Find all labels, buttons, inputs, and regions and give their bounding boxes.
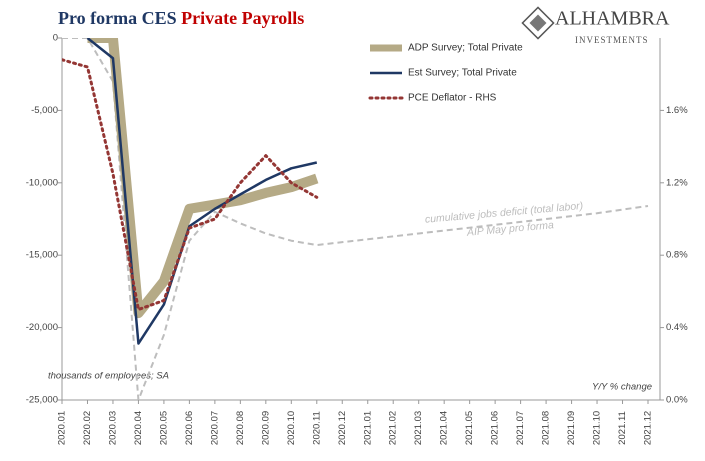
x-tick-label: 2020.05 <box>158 411 169 445</box>
y2-tick-label: 1.6% <box>666 105 688 116</box>
logo-sub: INVESTMENTS <box>575 35 649 45</box>
x-tick-label: 2021.09 <box>566 411 577 445</box>
x-tick-label: 2021.07 <box>515 411 526 445</box>
x-tick-label: 2021.10 <box>592 411 603 445</box>
y-tick-label: -10,000 <box>26 177 58 188</box>
y-tick-label: -20,000 <box>26 322 58 333</box>
series-line <box>87 38 319 319</box>
x-tick-label: 2021.01 <box>362 411 373 445</box>
y-tick-label: -25,000 <box>26 395 58 406</box>
legend-label: ADP Survey; Total Private <box>408 43 523 54</box>
x-tick-label: 2020.04 <box>133 411 144 445</box>
y-tick-label: 0 <box>53 33 58 44</box>
y2-tick-label: 0.0% <box>666 395 688 406</box>
y-tick-label: -5,000 <box>31 105 58 116</box>
title-part: Pro forma CES <box>58 8 177 28</box>
x-tick-label: 2021.12 <box>643 411 654 445</box>
x-tick-label: 2021.11 <box>617 411 628 445</box>
x-tick-label: 2021.05 <box>464 411 475 445</box>
legend-label: PCE Deflator - RHS <box>408 93 497 104</box>
x-tick-label: 2021.02 <box>388 411 399 445</box>
x-tick-label: 2020.03 <box>107 411 118 445</box>
x-tick-label: 2020.01 <box>57 411 68 445</box>
series-line <box>62 38 649 400</box>
plot <box>62 38 649 400</box>
x-tick-label: 2020.11 <box>311 411 322 445</box>
x-tick-label: 2020.08 <box>235 411 246 445</box>
y2-tick-label: 0.8% <box>666 250 688 261</box>
title-part: Private Payrolls <box>181 8 304 28</box>
x-tick-label: 2020.02 <box>82 411 93 445</box>
chart-title: Pro forma CES Private Payrolls <box>58 8 304 28</box>
x-tick-label: 2021.03 <box>413 411 424 445</box>
series-line <box>86 38 318 345</box>
x-tick-label: 2020.07 <box>209 411 220 445</box>
x-tick-label: 2020.09 <box>260 411 271 445</box>
x-tick-label: 2021.04 <box>439 411 450 445</box>
x-tick-label: 2021.06 <box>490 411 501 445</box>
x-tick-label: 2020.12 <box>337 411 348 445</box>
y2-tick-label: 1.2% <box>666 177 688 188</box>
y-note: thousands of employees; SA <box>48 371 169 382</box>
logo: ALHAMBRA INVESTMENTS <box>521 6 670 45</box>
y2-note: Y/Y % change <box>592 382 652 393</box>
x-tick-label: 2020.06 <box>184 411 195 445</box>
x-tick-label: 2021.08 <box>541 411 552 445</box>
series-line <box>62 58 319 311</box>
x-tick-label: 2020.10 <box>286 411 297 445</box>
y-tick-label: -15,000 <box>26 250 58 261</box>
y2-tick-label: 0.4% <box>666 322 688 333</box>
annotation: cumulative jobs deficit (total labor) <box>424 200 583 226</box>
legend-label: Est Survey; Total Private <box>408 68 517 79</box>
logo-name: ALHAMBRA <box>555 8 670 30</box>
